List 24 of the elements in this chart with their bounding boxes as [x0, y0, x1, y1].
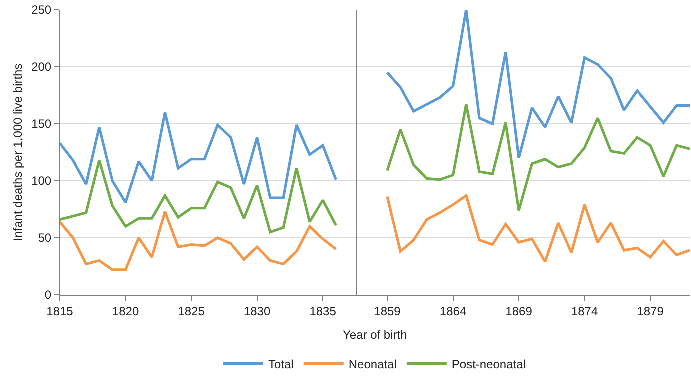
y-tick-label: 0	[44, 288, 52, 302]
y-tick-label: 150	[32, 117, 52, 132]
x-tick-label: 1830	[244, 304, 271, 318]
y-tick-label: 50	[38, 231, 52, 246]
y-tick-label: 100	[32, 174, 52, 188]
x-tick-label: 1859	[374, 304, 402, 318]
legend-label: Neonatal	[348, 357, 397, 372]
x-tick-label: 1835	[310, 304, 337, 318]
x-tick-label: 1869	[506, 304, 533, 318]
line-series	[60, 111, 338, 204]
line-series	[60, 210, 338, 272]
x-tick-label: 1879	[637, 304, 664, 318]
x-axis-title: Year of birth	[343, 328, 408, 342]
x-tick-label: 1820	[112, 304, 140, 318]
x-tick-label: 1815	[46, 304, 74, 318]
line-series	[60, 159, 338, 234]
x-tick-label: 1864	[440, 304, 467, 318]
legend-label: Post-neonatal	[452, 357, 526, 372]
legend-label: Total	[268, 357, 294, 372]
y-tick-label: 250	[32, 3, 52, 18]
x-tick-label: 1825	[178, 304, 206, 318]
y-axis-title: Infant deaths per 1,000 live births	[10, 64, 25, 242]
y-tick-label: 200	[32, 60, 52, 74]
x-tick-label: 1874	[571, 304, 598, 318]
